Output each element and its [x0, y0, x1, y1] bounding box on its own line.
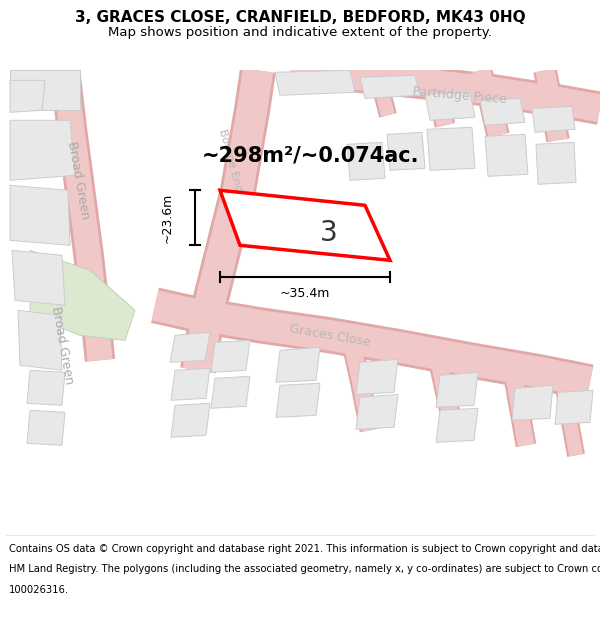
Text: ~35.4m: ~35.4m	[280, 287, 330, 300]
Polygon shape	[555, 390, 593, 424]
Text: Broad Green: Broad Green	[49, 306, 75, 385]
Polygon shape	[18, 310, 62, 370]
Polygon shape	[211, 340, 250, 372]
Text: Graces Close: Graces Close	[289, 322, 371, 349]
Polygon shape	[536, 142, 576, 184]
Text: Broad Green: Broad Green	[65, 141, 91, 220]
Text: Bourne End Road: Bourne End Road	[217, 127, 251, 223]
Polygon shape	[211, 376, 250, 408]
Text: Map shows position and indicative extent of the property.: Map shows position and indicative extent…	[108, 26, 492, 39]
Polygon shape	[220, 190, 390, 260]
Polygon shape	[485, 134, 528, 176]
Polygon shape	[356, 394, 398, 429]
Text: ~23.6m: ~23.6m	[161, 192, 173, 243]
Polygon shape	[480, 98, 525, 125]
Polygon shape	[10, 120, 75, 180]
Polygon shape	[512, 385, 553, 420]
Polygon shape	[27, 410, 65, 445]
Polygon shape	[170, 332, 210, 362]
Polygon shape	[436, 408, 478, 442]
Text: HM Land Registry. The polygons (including the associated geometry, namely x, y c: HM Land Registry. The polygons (includin…	[9, 564, 600, 574]
Polygon shape	[171, 403, 210, 437]
Polygon shape	[387, 132, 425, 170]
Text: 3: 3	[320, 219, 338, 248]
Polygon shape	[276, 348, 320, 382]
Text: Partridge Piece: Partridge Piece	[412, 85, 508, 106]
Polygon shape	[10, 70, 80, 110]
Polygon shape	[347, 142, 385, 180]
Text: 3, GRACES CLOSE, CRANFIELD, BEDFORD, MK43 0HQ: 3, GRACES CLOSE, CRANFIELD, BEDFORD, MK4…	[74, 9, 526, 24]
Polygon shape	[275, 70, 355, 95]
Polygon shape	[12, 250, 65, 305]
Polygon shape	[30, 250, 135, 340]
Text: Contains OS data © Crown copyright and database right 2021. This information is : Contains OS data © Crown copyright and d…	[9, 544, 600, 554]
Polygon shape	[436, 372, 478, 408]
Polygon shape	[425, 92, 475, 120]
Polygon shape	[532, 106, 575, 132]
Text: 100026316.: 100026316.	[9, 585, 69, 595]
Polygon shape	[27, 370, 65, 405]
Polygon shape	[276, 383, 320, 418]
Polygon shape	[427, 127, 475, 170]
Polygon shape	[10, 185, 70, 245]
Text: ~298m²/~0.074ac.: ~298m²/~0.074ac.	[201, 145, 419, 165]
Polygon shape	[10, 80, 45, 112]
Polygon shape	[360, 75, 420, 98]
Polygon shape	[356, 359, 398, 394]
Polygon shape	[171, 368, 210, 400]
